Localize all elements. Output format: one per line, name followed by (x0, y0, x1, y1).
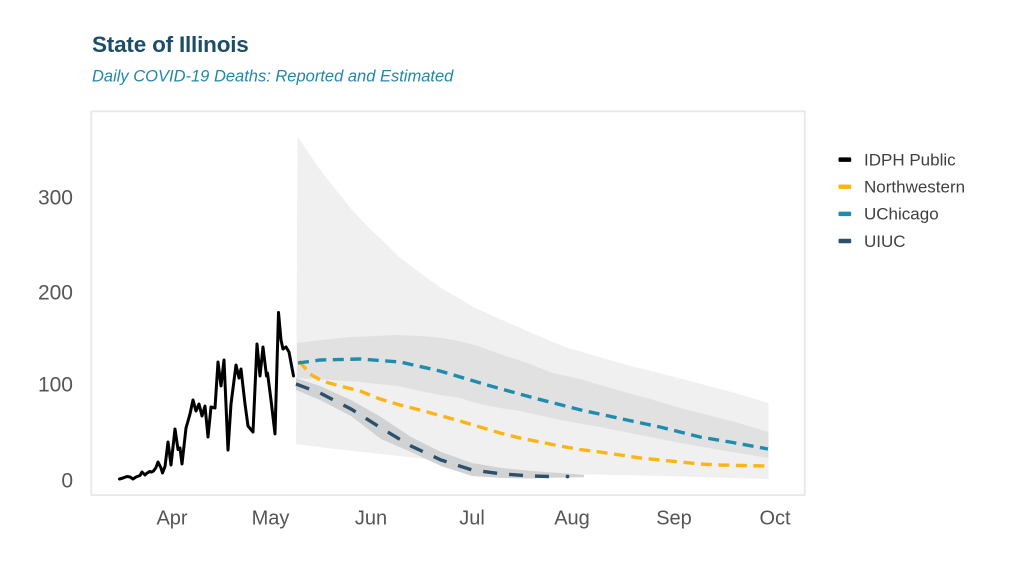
svg-text:Oct: Oct (759, 508, 791, 530)
svg-text:May: May (252, 508, 290, 530)
svg-text:Apr: Apr (156, 508, 187, 530)
svg-text:Northwestern: Northwestern (864, 178, 965, 197)
svg-text:Sep: Sep (656, 508, 692, 530)
svg-text:UIUC: UIUC (864, 232, 906, 251)
svg-text:State of Illinois: State of Illinois (92, 32, 249, 57)
svg-text:Daily COVID-19 Deaths: Reporte: Daily COVID-19 Deaths: Reported and Esti… (92, 67, 454, 85)
svg-text:UChicago: UChicago (864, 205, 939, 224)
svg-text:Aug: Aug (554, 508, 590, 530)
svg-text:0: 0 (61, 470, 73, 493)
svg-text:200: 200 (38, 282, 73, 305)
svg-text:Jul: Jul (459, 508, 485, 530)
svg-text:Jun: Jun (355, 508, 387, 530)
svg-text:IDPH Public: IDPH Public (864, 151, 956, 170)
svg-text:100: 100 (38, 374, 73, 397)
svg-text:300: 300 (38, 187, 73, 210)
